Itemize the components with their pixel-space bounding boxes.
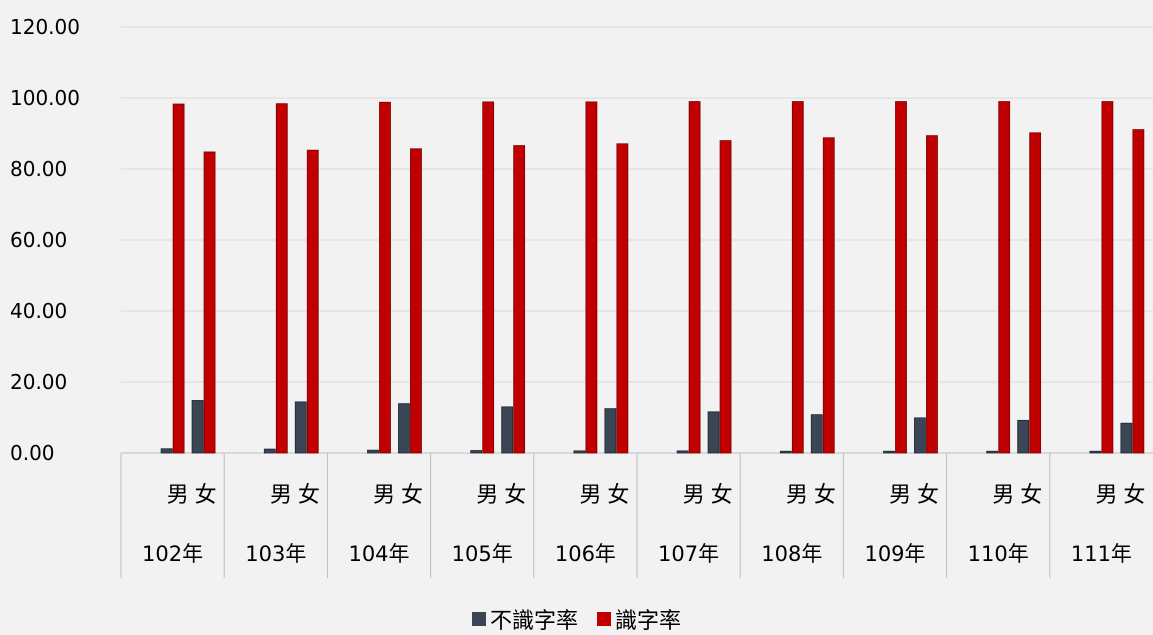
bar-literacy-102年-男 bbox=[172, 103, 185, 454]
bar-illiteracy-102年-男 bbox=[160, 448, 173, 454]
bar-literacy-110年-女 bbox=[1029, 132, 1042, 454]
bar-literacy-106年-女 bbox=[616, 143, 629, 454]
category-label: 女 bbox=[917, 483, 939, 508]
group-label: 104年 bbox=[348, 542, 409, 566]
legend-label-literacy: 識字率 bbox=[615, 609, 682, 634]
category-label: 女 bbox=[195, 483, 217, 508]
group-label: 111年 bbox=[1071, 542, 1132, 566]
bar-literacy-110年-男 bbox=[998, 101, 1011, 454]
y-tick-label: 40.00 bbox=[10, 299, 67, 323]
bar-literacy-108年-男 bbox=[791, 101, 804, 454]
bar-illiteracy-110年-男 bbox=[986, 450, 999, 454]
bar-illiteracy-104年-女 bbox=[398, 403, 410, 454]
category-label: 男 bbox=[476, 483, 498, 508]
category-label: 男 bbox=[373, 483, 395, 508]
bar-illiteracy-107年-男 bbox=[676, 450, 689, 454]
group-label: 110年 bbox=[968, 542, 1029, 566]
legend-item-illiteracy: 不識字率 bbox=[471, 603, 578, 635]
bar-illiteracy-109年-女 bbox=[914, 417, 926, 454]
bar-illiteracy-105年-男 bbox=[470, 450, 483, 454]
category-label: 男 bbox=[270, 483, 292, 508]
y-tick-label: 0.00 bbox=[10, 441, 55, 465]
bar-illiteracy-110年-女 bbox=[1017, 419, 1030, 454]
group-label: 107年 bbox=[658, 542, 719, 566]
bar-illiteracy-103年-男 bbox=[263, 448, 276, 454]
legend-swatch-literacy bbox=[597, 612, 611, 626]
y-tick-label: 80.00 bbox=[10, 157, 67, 181]
category-label: 女 bbox=[711, 483, 733, 508]
category-label: 男 bbox=[167, 483, 189, 508]
category-label: 女 bbox=[607, 483, 629, 508]
chart-plot: 120.00100.0080.0060.0040.0020.000.00男女男女… bbox=[10, 15, 1153, 578]
bar-literacy-104年-男 bbox=[379, 101, 391, 454]
bar-literacy-103年-女 bbox=[306, 149, 319, 454]
category-label: 女 bbox=[504, 483, 526, 508]
bar-illiteracy-103年-女 bbox=[294, 401, 307, 454]
bar-literacy-103年-男 bbox=[275, 103, 288, 454]
bar-illiteracy-107年-女 bbox=[707, 411, 720, 454]
category-label: 女 bbox=[298, 483, 320, 508]
legend: 不識字率 識字率 bbox=[0, 603, 1153, 635]
group-label: 106年 bbox=[555, 542, 616, 566]
bar-literacy-107年-男 bbox=[688, 101, 701, 454]
bar-illiteracy-104年-男 bbox=[367, 449, 379, 454]
group-label: 108年 bbox=[761, 542, 822, 566]
category-label: 男 bbox=[889, 483, 911, 508]
legend-item-literacy: 識字率 bbox=[597, 603, 681, 635]
bar-illiteracy-106年-男 bbox=[573, 450, 586, 454]
bar-literacy-111年-男 bbox=[1101, 101, 1114, 454]
bar-literacy-104年-女 bbox=[410, 148, 422, 454]
bar-literacy-111年-女 bbox=[1132, 129, 1145, 454]
bar-illiteracy-106年-女 bbox=[604, 408, 617, 454]
bar-literacy-109年-男 bbox=[895, 101, 907, 454]
category-label: 女 bbox=[401, 483, 423, 508]
bar-illiteracy-111年-女 bbox=[1120, 422, 1133, 454]
category-label: 男 bbox=[1096, 483, 1118, 508]
y-tick-label: 100.00 bbox=[10, 86, 80, 110]
bar-illiteracy-102年-女 bbox=[191, 400, 204, 454]
category-label: 男 bbox=[580, 483, 602, 508]
bar-literacy-105年-女 bbox=[513, 145, 526, 454]
bar-literacy-105年-男 bbox=[482, 101, 495, 454]
category-label: 女 bbox=[1020, 483, 1042, 508]
legend-label-illiteracy: 不識字率 bbox=[489, 609, 578, 634]
group-label: 103年 bbox=[245, 542, 306, 566]
category-label: 女 bbox=[814, 483, 836, 508]
group-label: 109年 bbox=[864, 542, 925, 566]
bar-literacy-108年-女 bbox=[822, 137, 835, 454]
group-label: 105年 bbox=[452, 542, 513, 566]
bar-illiteracy-111年-男 bbox=[1089, 450, 1102, 454]
bar-literacy-109年-女 bbox=[926, 135, 938, 454]
group-label: 102年 bbox=[142, 542, 203, 566]
bar-illiteracy-109年-男 bbox=[883, 450, 895, 454]
y-tick-label: 60.00 bbox=[10, 228, 67, 252]
bar-literacy-102年-女 bbox=[203, 151, 216, 454]
category-label: 女 bbox=[1123, 483, 1145, 508]
category-label: 男 bbox=[786, 483, 808, 508]
bar-illiteracy-105年-女 bbox=[501, 406, 514, 454]
legend-swatch-illiteracy bbox=[471, 612, 486, 626]
category-label: 男 bbox=[992, 483, 1014, 508]
y-tick-label: 120.00 bbox=[10, 15, 80, 39]
bar-literacy-107年-女 bbox=[719, 140, 732, 454]
bar-illiteracy-108年-女 bbox=[810, 414, 823, 454]
bar-illiteracy-108年-男 bbox=[779, 450, 792, 454]
y-tick-label: 20.00 bbox=[10, 370, 67, 394]
bar-literacy-106年-男 bbox=[585, 101, 598, 454]
category-label: 男 bbox=[683, 483, 705, 508]
